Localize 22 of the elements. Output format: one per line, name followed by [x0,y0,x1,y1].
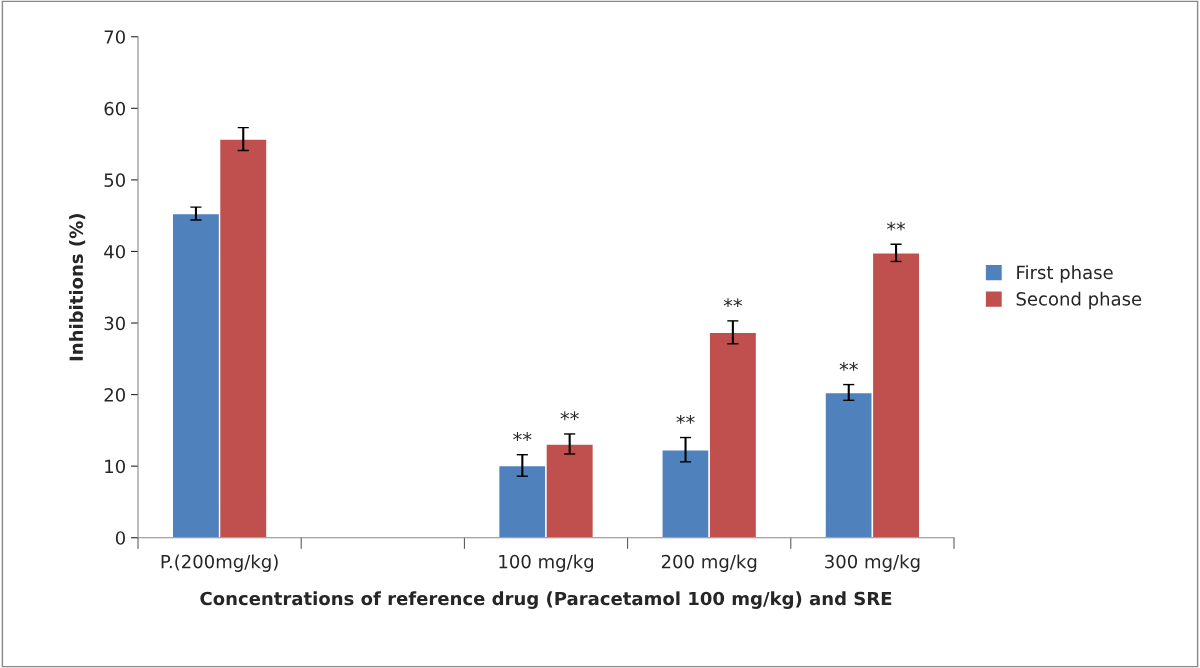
y-tick-label: 50 [104,173,125,187]
y-tick-label: 40 [104,244,125,259]
x-tick-label: 300 mg/kg [825,554,920,572]
y-tick-label: 70 [104,30,125,44]
y-tick-label: 0 [115,531,125,545]
y-axis-title: Inhibitions (%) [69,214,86,361]
x-axis-title: Concentrations of reference drug (Paracetamol 100 mg/kg) and SRE [200,591,892,609]
annotation: ** [886,221,906,231]
y-tick-label: 30 [104,316,125,331]
legend-label: First phase [1017,265,1113,283]
y-tick-label: 60 [104,101,125,116]
x-tick-label: 100 mg/kg [499,554,593,572]
annotation: ** [513,432,532,441]
y-tick-label: 20 [104,388,125,402]
x-tick-label: 200 mg/kg [661,554,757,572]
annotation: ** [676,414,695,424]
annotation: ** [560,411,579,421]
annotation: ** [723,298,743,308]
legend-label: Second phase [1016,291,1142,310]
y-tick-label: 10 [105,459,125,474]
annotation: ** [839,361,858,371]
x-tick-label: P.(200mg/kg) [161,554,278,572]
